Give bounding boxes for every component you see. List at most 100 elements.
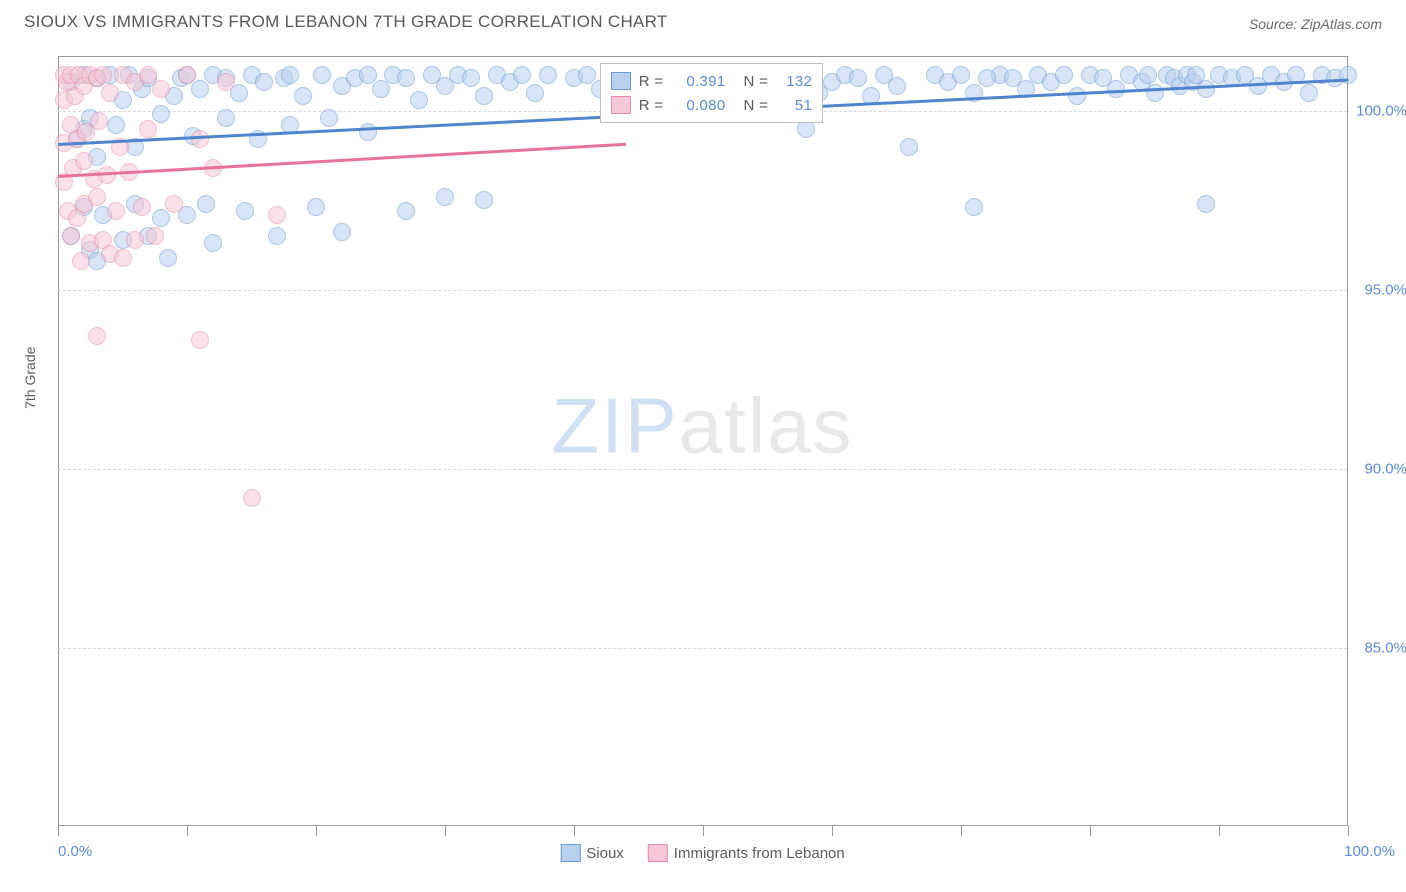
x-axis-tick	[832, 826, 833, 836]
data-point	[191, 331, 209, 349]
data-point	[320, 109, 338, 127]
series-legend: Sioux Immigrants from Lebanon	[560, 844, 844, 862]
x-axis-min-label: 0.0%	[58, 843, 92, 860]
data-point	[436, 188, 454, 206]
legend-r-label: R =	[639, 97, 664, 114]
data-point	[268, 227, 286, 245]
data-point	[475, 87, 493, 105]
legend-swatch	[648, 844, 668, 862]
legend-n-value: 51	[776, 97, 812, 114]
x-axis-tick	[316, 826, 317, 836]
data-point	[1197, 80, 1215, 98]
data-point	[397, 69, 415, 87]
legend-row: R = 0.080 N = 51	[611, 93, 812, 117]
data-point	[178, 66, 196, 84]
legend-item: Immigrants from Lebanon	[648, 844, 845, 862]
data-point	[513, 66, 531, 84]
data-point	[75, 152, 93, 170]
gridline	[58, 648, 1347, 649]
data-point	[307, 198, 325, 216]
data-point	[900, 138, 918, 156]
data-point	[1300, 84, 1318, 102]
legend-swatch	[611, 72, 631, 90]
legend-swatch	[560, 844, 580, 862]
data-point	[159, 249, 177, 267]
data-point	[98, 166, 116, 184]
legend-row: R =0.391N =132	[611, 69, 812, 93]
data-point	[114, 249, 132, 267]
data-point	[72, 252, 90, 270]
source-attribution: Source: ZipAtlas.com	[1249, 16, 1382, 32]
data-point	[94, 66, 112, 84]
data-point	[139, 120, 157, 138]
legend-label: Immigrants from Lebanon	[674, 845, 845, 862]
data-point	[268, 206, 286, 224]
data-point	[217, 109, 235, 127]
legend-n-label: N =	[743, 97, 768, 114]
data-point	[236, 202, 254, 220]
data-point	[217, 73, 235, 91]
x-axis-tick	[961, 826, 962, 836]
data-point	[1055, 66, 1073, 84]
y-axis-tick-label: 85.0%	[1364, 639, 1406, 656]
data-point	[165, 195, 183, 213]
data-point	[952, 66, 970, 84]
data-point	[888, 77, 906, 95]
data-point	[62, 227, 80, 245]
legend-r-label: R =	[639, 73, 664, 90]
data-point	[107, 202, 125, 220]
data-point	[294, 87, 312, 105]
data-point	[152, 80, 170, 98]
data-point	[88, 188, 106, 206]
x-axis-max-label: 100.0%	[1344, 843, 1395, 860]
legend-n-label: N =	[743, 73, 768, 90]
legend-n-value: 132	[776, 73, 812, 90]
legend-r-value: 0.080	[671, 97, 725, 114]
scatter-plot: 85.0%90.0%95.0%100.0%	[58, 57, 1347, 826]
legend-swatch	[611, 96, 631, 114]
data-point	[965, 198, 983, 216]
data-point	[333, 223, 351, 241]
data-point	[397, 202, 415, 220]
data-point	[475, 191, 493, 209]
data-point	[372, 80, 390, 98]
x-axis-tick	[187, 826, 188, 836]
data-point	[107, 116, 125, 134]
data-point	[191, 130, 209, 148]
data-point	[197, 195, 215, 213]
legend-label: Sioux	[586, 845, 624, 862]
data-point	[152, 105, 170, 123]
data-point	[849, 69, 867, 87]
data-point	[281, 66, 299, 84]
y-axis-tick-label: 100.0%	[1356, 102, 1406, 119]
data-point	[410, 91, 428, 109]
legend-item: Sioux	[560, 844, 624, 862]
chart-plot-area: ZIPatlas 85.0%90.0%95.0%100.0% R =0.391N…	[58, 56, 1348, 826]
data-point	[88, 327, 106, 345]
data-point	[1068, 87, 1086, 105]
data-point	[539, 66, 557, 84]
data-point	[526, 84, 544, 102]
data-point	[1139, 66, 1157, 84]
data-point	[255, 73, 273, 91]
data-point	[152, 209, 170, 227]
data-point	[191, 80, 209, 98]
data-point	[146, 227, 164, 245]
x-axis-tick	[1348, 826, 1349, 836]
x-axis-tick	[703, 826, 704, 836]
x-axis-tick	[1219, 826, 1220, 836]
y-axis-title: 7th Grade	[22, 347, 38, 409]
data-point	[101, 84, 119, 102]
x-axis-tick	[58, 826, 59, 836]
data-point	[359, 123, 377, 141]
chart-title: SIOUX VS IMMIGRANTS FROM LEBANON 7TH GRA…	[24, 12, 668, 32]
x-axis-tick	[574, 826, 575, 836]
data-point	[133, 198, 151, 216]
y-axis-tick-label: 90.0%	[1364, 460, 1406, 477]
data-point	[1197, 195, 1215, 213]
y-axis-tick-label: 95.0%	[1364, 281, 1406, 298]
gridline	[58, 469, 1347, 470]
data-point	[1146, 84, 1164, 102]
data-point	[126, 231, 144, 249]
x-axis-tick	[445, 826, 446, 836]
